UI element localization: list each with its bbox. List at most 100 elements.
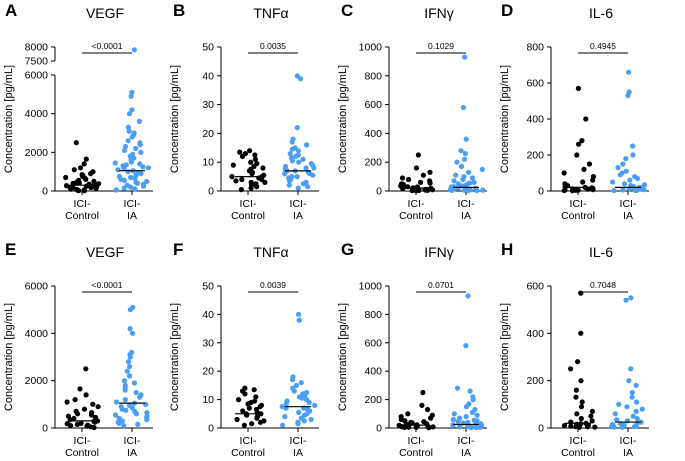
ia-point [283, 401, 289, 407]
panel-letter: B [173, 1, 185, 20]
ia-point [289, 158, 295, 164]
ia-point [615, 165, 621, 171]
ia-point [128, 159, 134, 165]
ia-point [458, 148, 464, 154]
ia-point [134, 180, 141, 186]
control-point [68, 423, 74, 429]
control-point [252, 156, 258, 162]
ia-point [299, 395, 305, 401]
panel-A: A VEGF 0 2000 4000 6000 7500 8000 Concentration … [3, 1, 153, 222]
y-tick-label: 4000 [25, 108, 49, 120]
ia-point [128, 184, 134, 190]
control-point [579, 138, 585, 144]
p-value-label: 0.1029 [428, 41, 454, 51]
y-tick-label: 6000 [25, 70, 49, 82]
ia-point [477, 424, 483, 430]
x-category-label: ICI- [620, 198, 637, 210]
x-category-label: ICI- [458, 198, 475, 210]
y-tick-label: 40 [202, 70, 214, 82]
y-tick-label: 200 [526, 150, 544, 162]
ia-point [125, 169, 131, 175]
ia-point [469, 409, 475, 415]
ia-point [620, 161, 626, 167]
y-tick-label: 20 [202, 366, 214, 378]
ia-point [624, 418, 631, 424]
ia-point [633, 399, 640, 405]
y-tick-label: 40 [202, 309, 214, 321]
y-tick-label: 20 [202, 128, 214, 140]
ia-point [479, 166, 485, 172]
control-point [578, 404, 585, 410]
ia-point [463, 414, 469, 420]
ia-point [293, 153, 299, 159]
ia-point [305, 184, 311, 190]
ia-point [312, 402, 318, 408]
ia-point [461, 156, 468, 162]
ia-point [453, 172, 459, 178]
x-category-label: Control [561, 210, 595, 222]
ia-point [630, 152, 636, 158]
control-point [561, 423, 568, 429]
x-category-label: ICI- [124, 198, 141, 210]
x-category-label: IA [461, 447, 471, 459]
panel-title: TNFα [253, 5, 288, 21]
control-point [252, 152, 258, 158]
ia-point [471, 179, 477, 185]
ia-point [465, 169, 472, 175]
ia-point [121, 185, 127, 191]
p-value-label: 0.0701 [428, 280, 454, 290]
control-point [81, 188, 87, 194]
ia-point [451, 178, 457, 184]
ia-point [458, 163, 465, 170]
control-point [64, 399, 70, 405]
ia-point [465, 188, 471, 194]
ia-point [112, 160, 118, 166]
ia-point [629, 394, 635, 400]
ia-point [294, 174, 300, 180]
x-category-label: Control [65, 447, 99, 459]
control-point [401, 424, 408, 430]
x-category-label: ICI- [408, 435, 425, 447]
ia-point [634, 415, 640, 422]
ia-point [295, 148, 301, 154]
ia-point [620, 187, 626, 193]
control-point [574, 411, 580, 417]
control-point [88, 412, 95, 418]
control-point [413, 188, 419, 194]
y-tick-label: 0 [538, 186, 544, 198]
panel-title: IL-6 [589, 244, 613, 260]
control-point [419, 402, 425, 408]
x-category-label: ICI- [290, 435, 307, 447]
ia-point [282, 414, 288, 420]
ia-point [296, 317, 302, 323]
ia-point [124, 368, 130, 374]
y-axis-label: Concentration [pg/mL] [337, 65, 349, 173]
ia-point [129, 134, 135, 140]
ia-point [451, 411, 457, 417]
control-point [418, 179, 424, 185]
ia-point [624, 404, 630, 410]
ia-point [633, 408, 639, 414]
x-category-label: Control [399, 447, 433, 459]
control-point [427, 180, 433, 186]
control-point [257, 404, 263, 410]
control-point [574, 152, 580, 158]
ia-point [295, 185, 301, 191]
control-point [81, 406, 88, 412]
y-tick-label: 0 [42, 186, 48, 198]
y-tick-label: 0 [208, 423, 214, 435]
ia-point [474, 412, 480, 418]
ia-point [630, 413, 636, 419]
y-axis-label: Concentration [pg/mL] [499, 65, 511, 173]
ia-point [463, 404, 469, 410]
ia-point [293, 382, 299, 388]
control-point [409, 420, 415, 426]
control-point [237, 149, 243, 155]
x-category-label: IA [293, 210, 303, 222]
y-tick-label: 200 [364, 157, 382, 169]
ia-point [311, 165, 317, 171]
ia-point [133, 389, 139, 396]
ia-point [123, 407, 129, 413]
ia-point [633, 382, 639, 388]
